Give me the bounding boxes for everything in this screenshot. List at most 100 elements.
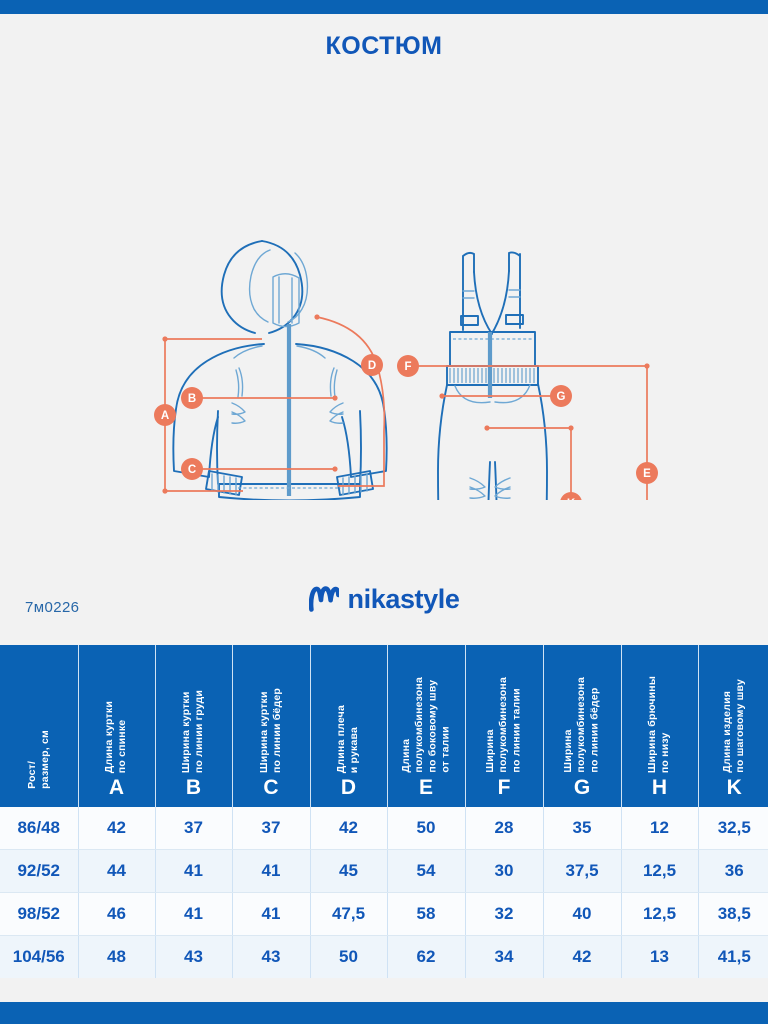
cell-size: 92/52 (0, 849, 79, 893)
svg-text:C: C (188, 464, 196, 476)
cell-value: 12,5 (621, 892, 699, 936)
page-title: КОСТЮМ (325, 32, 443, 60)
overalls-technical-drawing: F G E K H (397, 251, 658, 500)
col-title-d: Длина плеча и рукава (335, 704, 361, 773)
table-row: 104/56 48 43 43 50 62 34 42 13 41,5 (0, 935, 768, 978)
cell-value: 54 (387, 849, 466, 893)
cell-value: 46 (78, 892, 156, 936)
marker-a: A (154, 404, 176, 426)
col-header-g: Ширина полукомбинезона по линии бёдер G (543, 645, 622, 807)
cell-value: 38,5 (698, 892, 768, 936)
cell-value: 43 (232, 935, 311, 978)
svg-text:F: F (404, 361, 411, 373)
cell-value: 41 (232, 849, 311, 893)
col-letter-k: K (726, 776, 742, 799)
col-letter-c: C (263, 776, 279, 799)
col-header-h: Ширина брючины по низу H (621, 645, 699, 807)
cell-value: 12 (621, 807, 699, 850)
cell-value: 62 (387, 935, 466, 978)
col-title-a: Длина куртки по спинке (103, 700, 129, 773)
col-title-size: Рост/ размер, см (25, 730, 51, 789)
cell-value: 12,5 (621, 849, 699, 893)
col-header-a: Длина куртки по спинке A (78, 645, 156, 807)
cell-value: 34 (465, 935, 544, 978)
size-table-body: 86/48 42 37 37 42 50 28 35 12 32,5 92/52 44 41 41 45 54… (0, 807, 768, 978)
cell-value: 41 (232, 892, 311, 936)
col-title-c: Ширина куртки по линии бёдер (257, 687, 283, 773)
brand-row: 7м0226 nikastyle (0, 585, 768, 635)
cell-value: 42 (78, 807, 156, 850)
col-letter-a: A (108, 776, 125, 799)
cell-size: 104/56 (0, 935, 79, 978)
measure-line-g (439, 393, 552, 399)
size-table: Рост/ размер, см Длина куртки по спинке … (0, 645, 768, 978)
cell-value: 35 (543, 807, 622, 850)
svg-text:K: K (567, 498, 576, 500)
cell-value: 48 (78, 935, 156, 978)
col-letter-d: D (340, 776, 357, 799)
measure-line-k (484, 425, 574, 500)
col-title-b: Ширина куртки по линии груди (180, 689, 206, 773)
cell-value: 42 (310, 807, 388, 850)
marker-d: D (361, 354, 383, 376)
cell-value: 13 (621, 935, 699, 978)
measure-line-e (646, 366, 648, 500)
cell-value: 41,5 (698, 935, 768, 978)
col-letter-f: F (497, 776, 511, 799)
top-accent-bar (0, 0, 768, 14)
cell-value: 47,5 (310, 892, 388, 936)
col-title-e: Длина полукомбинезона по боковому шву от… (399, 677, 452, 773)
col-letter-g: G (573, 776, 591, 799)
measure-line-a (162, 336, 262, 494)
cell-value: 43 (155, 935, 233, 978)
table-row: 86/48 42 37 37 42 50 28 35 12 32,5 (0, 807, 768, 850)
col-header-f: Ширина полукомбинезона по линии талии F (465, 645, 544, 807)
svg-text:A: A (161, 410, 169, 422)
brand-logo: nikastyle (0, 585, 768, 613)
svg-text:G: G (557, 391, 566, 403)
jacket-technical-drawing: A B C D (154, 240, 388, 500)
cell-value: 37 (232, 807, 311, 850)
svg-text:D: D (368, 360, 376, 372)
marker-g: G (550, 385, 572, 407)
col-letter-h: H (651, 776, 668, 799)
technical-drawing-area: .gl{fill:none;stroke:#1f6fb8;stroke-widt… (0, 110, 768, 500)
col-header-e: Длина полукомбинезона по боковому шву от… (387, 645, 466, 807)
col-letter-b: B (185, 776, 202, 799)
cell-value: 32 (465, 892, 544, 936)
col-title-k: Длина изделия по шаговому шву (721, 679, 747, 773)
cell-value: 40 (543, 892, 622, 936)
col-header-k: Длина изделия по шаговому шву K (698, 645, 768, 807)
cell-value: 36 (698, 849, 768, 893)
marker-e: E (636, 462, 658, 484)
cell-size: 98/52 (0, 892, 79, 936)
col-header-d: Длина плеча и рукава D (310, 645, 388, 807)
cell-value: 37 (155, 807, 233, 850)
size-table-head: Рост/ размер, см Длина куртки по спинке … (0, 645, 768, 807)
svg-text:E: E (643, 468, 651, 480)
col-header-b: Ширина куртки по линии груди B (155, 645, 233, 807)
cell-value: 50 (310, 935, 388, 978)
measure-line-c (186, 466, 338, 472)
col-title-f: Ширина полукомбинезона по линии талии (484, 677, 523, 773)
bottom-accent-bar (0, 1002, 768, 1024)
size-table-header-row: Рост/ размер, см Длина куртки по спинке … (0, 645, 768, 807)
col-header-c: Ширина куртки по линии бёдер C (232, 645, 311, 807)
cell-value: 37,5 (543, 849, 622, 893)
cell-value: 28 (465, 807, 544, 850)
col-letter-e: E (418, 776, 433, 799)
table-row: 98/52 46 41 41 47,5 58 32 40 12,5 38,5 (0, 892, 768, 936)
size-table-wrapper: Рост/ размер, см Длина куртки по спинке … (0, 645, 768, 978)
article-code: 7м0226 (25, 599, 80, 616)
cell-value: 44 (78, 849, 156, 893)
cell-value: 45 (310, 849, 388, 893)
nikastyle-wave-icon (308, 585, 341, 612)
cell-value: 41 (155, 849, 233, 893)
measure-line-b (186, 395, 338, 401)
marker-f: F (397, 355, 419, 377)
svg-text:B: B (188, 393, 196, 405)
cell-size: 86/48 (0, 807, 79, 850)
marker-c: C (181, 458, 203, 480)
col-title-h: Ширина брючины по низу (646, 675, 672, 773)
